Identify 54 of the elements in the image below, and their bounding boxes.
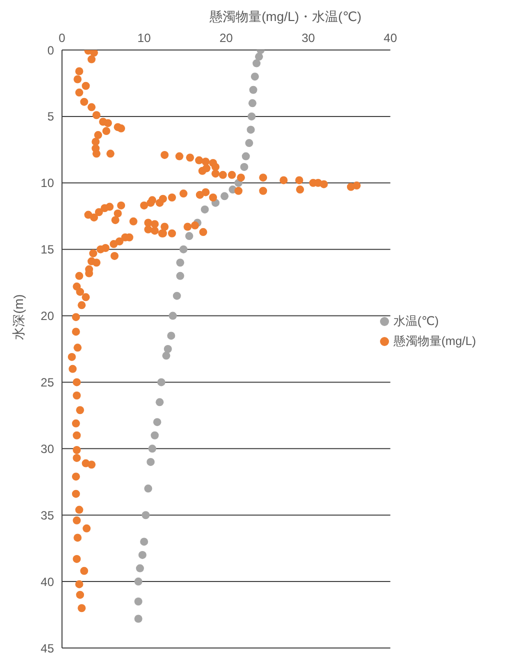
legend-label: 水温(℃) — [393, 314, 439, 328]
y-tick-label: 10 — [40, 176, 54, 190]
y-tick-label: 5 — [47, 110, 54, 124]
y-tick-label: 30 — [40, 442, 54, 456]
legend-label: 懸濁物量(mg/L) — [393, 334, 476, 348]
point — [176, 258, 184, 267]
point — [157, 378, 166, 386]
y-tick-label: 45 — [40, 641, 54, 656]
point — [248, 99, 256, 108]
y-tick-label: 0 — [47, 43, 54, 58]
y-tick-label: 25 — [40, 375, 54, 390]
y-tick-label: 20 — [40, 309, 54, 324]
point — [167, 332, 176, 340]
point — [164, 345, 172, 353]
x-axis-title: 懸濁物量(mg/L)・水温(℃) — [208, 8, 362, 26]
point — [148, 444, 156, 453]
y-axis-title: 水深(m) — [10, 294, 27, 340]
point — [134, 578, 142, 586]
point — [176, 272, 184, 280]
point — [142, 511, 150, 520]
point — [240, 162, 248, 171]
point — [140, 538, 148, 546]
point — [220, 192, 229, 200]
x-tick-label: 30 — [302, 31, 316, 45]
point — [150, 431, 159, 440]
y-tick-label: 35 — [40, 508, 54, 522]
point — [162, 352, 170, 360]
point — [146, 458, 155, 466]
point — [144, 484, 152, 493]
point — [245, 139, 254, 148]
point — [153, 418, 162, 426]
x-tick-label: 20 — [219, 31, 234, 45]
y-tick-label: 40 — [40, 574, 54, 589]
point — [172, 292, 181, 300]
point — [136, 564, 144, 572]
x-tick-label: 10 — [137, 31, 152, 45]
point — [250, 72, 259, 81]
point — [168, 312, 177, 320]
point — [179, 245, 188, 254]
point — [246, 126, 255, 134]
point — [249, 86, 258, 94]
point — [252, 59, 261, 68]
x-tick-label: 40 — [384, 31, 398, 45]
point — [200, 205, 209, 214]
point — [138, 550, 146, 559]
point — [134, 614, 142, 623]
point — [254, 52, 263, 61]
point — [242, 152, 250, 160]
point — [134, 597, 142, 606]
point — [185, 232, 194, 240]
x-tick-label: 0 — [58, 31, 66, 45]
point — [248, 112, 256, 120]
point — [156, 398, 164, 406]
y-tick-label: 15 — [40, 242, 54, 257]
